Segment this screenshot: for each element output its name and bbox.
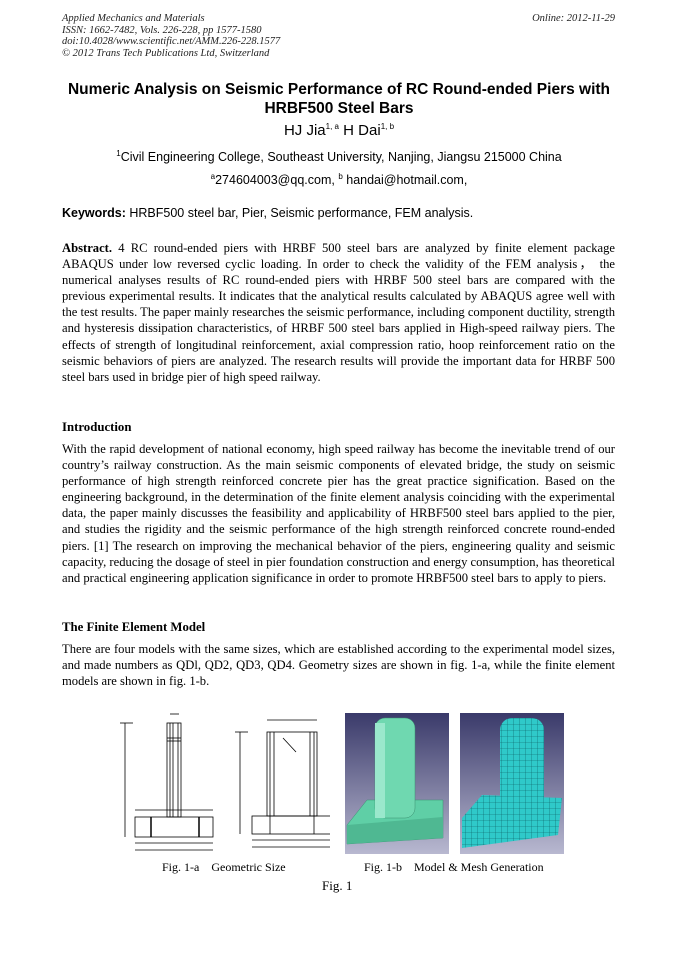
paper-title: Numeric Analysis on Seismic Performance … — [67, 81, 611, 117]
online-date: Online: 2012-11-29 — [532, 13, 615, 24]
copyright: © 2012 Trans Tech Publications Ltd, Swit… — [62, 47, 270, 59]
mesh-render-image — [460, 713, 564, 854]
email: 274604003@qq.com, — [215, 173, 339, 188]
email: handai@hotmail.com, — [342, 173, 468, 188]
email-sup: b — [338, 172, 343, 181]
figure-caption-a: Fig. 1-a Geometric Size — [162, 860, 286, 874]
model-render-image — [345, 713, 449, 854]
authors: HJ Jia1, a H Dai1, b — [0, 122, 678, 139]
abstract: Abstract. 4 RC round-ended piers with HR… — [62, 240, 615, 385]
figure-caption: Fig. 1 — [322, 878, 353, 893]
author-sup: 1, b — [380, 122, 395, 131]
keywords-label: Keywords: — [62, 206, 126, 220]
author-sup: 1, a — [325, 122, 339, 131]
issn: ISSN: 1662-7482, Vols. 226-228, pp 1577-… — [62, 24, 262, 36]
emails: a274604003@qq.com, b handai@hotmail.com, — [0, 172, 678, 187]
section-heading: Introduction — [62, 420, 132, 434]
email-sup: a — [210, 172, 216, 181]
affiliation: 1Civil Engineering College, Southeast Un… — [0, 149, 678, 164]
fem-text: There are four models with the same size… — [62, 642, 615, 689]
keywords-text: HRBF500 steel bar, Pier, Seismic perform… — [125, 206, 474, 220]
journal-header: Applied Mechanics and Materials ISSN: 16… — [62, 13, 280, 59]
affil-text: Civil Engineering College, Southeast Uni… — [120, 150, 562, 165]
section-heading: The Finite Element Model — [62, 620, 206, 634]
author: HJ Jia — [283, 122, 326, 139]
abstract-text: 4 RC round-ended piers with HRBF 500 ste… — [62, 241, 615, 384]
keywords: Keywords: HRBF500 steel bar, Pier, Seism… — [62, 206, 473, 220]
geometric-drawing-side — [235, 719, 330, 848]
figure-caption-b: Fig. 1-b Model & Mesh Generation — [364, 860, 544, 874]
journal-name: Applied Mechanics and Materials — [62, 13, 205, 24]
affil-sup: 1 — [116, 149, 121, 158]
abstract-label: Abstract. — [62, 241, 113, 255]
intro-text: With the rapid development of national e… — [62, 442, 615, 585]
geometric-drawing-front — [120, 713, 214, 851]
author: H Dai — [343, 122, 381, 139]
doi: doi:10.4028/www.scientific.net/AMM.226-2… — [62, 36, 281, 47]
